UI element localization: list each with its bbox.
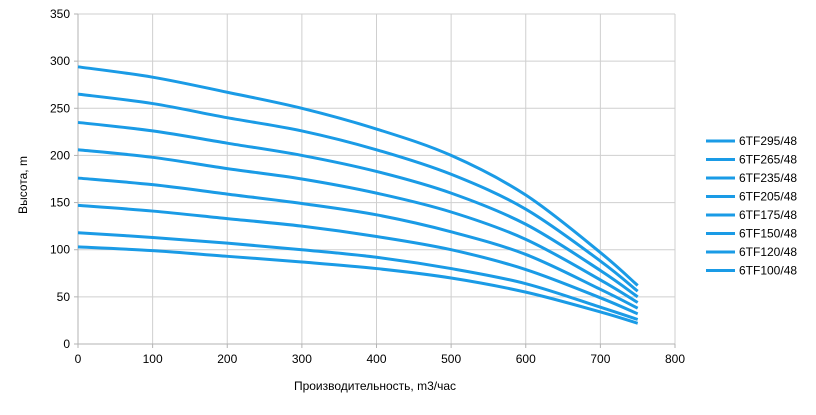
series-line-6tf150-48 xyxy=(77,203,639,316)
series-lines xyxy=(77,65,639,325)
x-axis-title: Производительность, m3/час xyxy=(294,379,456,393)
x-tick-label: 800 xyxy=(665,352,685,366)
x-tick-label: 500 xyxy=(441,352,461,366)
series-line-6tf175-48 xyxy=(77,176,639,310)
series-line-6tf295-48 xyxy=(77,65,639,287)
y-tick-label: 200 xyxy=(50,148,70,162)
legend-label: 6TF295/48 xyxy=(739,134,797,148)
legend: 6TF295/48 6TF265/48 6TF235/48 6TF205/48 6TF1… xyxy=(706,134,797,278)
x-tick-label: 400 xyxy=(366,352,386,366)
legend-item: 6TF295/48 xyxy=(706,134,797,148)
legend-item: 6TF100/48 xyxy=(706,264,797,278)
y-axis-title: Высота, m xyxy=(16,156,30,214)
legend-item: 6TF120/48 xyxy=(706,245,797,259)
legend-item: 6TF265/48 xyxy=(706,153,797,167)
legend-label: 6TF120/48 xyxy=(739,245,797,259)
grid xyxy=(78,13,676,344)
series-line-6tf235-48 xyxy=(77,120,639,299)
x-tick-label: 700 xyxy=(590,352,610,366)
y-tick-label: 250 xyxy=(50,101,70,115)
tick-labels: 0 100 200 300 400 500 600 700 800 0 50 100 150 200 250… xyxy=(50,7,685,366)
y-tick-label: 100 xyxy=(50,243,70,257)
legend-label: 6TF175/48 xyxy=(739,208,797,222)
y-tick-label: 50 xyxy=(57,290,71,304)
series-line-6tf120-48 xyxy=(77,231,639,321)
legend-item: 6TF150/48 xyxy=(706,227,797,241)
legend-label: 6TF235/48 xyxy=(739,171,797,185)
x-tick-label: 200 xyxy=(217,352,237,366)
x-tick-label: 600 xyxy=(516,352,536,366)
series-line-6tf205-48 xyxy=(77,148,639,304)
y-tick-label: 350 xyxy=(50,7,70,21)
legend-label: 6TF265/48 xyxy=(739,153,797,167)
legend-item: 6TF235/48 xyxy=(706,171,797,185)
legend-item: 6TF175/48 xyxy=(706,208,797,222)
legend-item: 6TF205/48 xyxy=(706,190,797,204)
series-line-6tf100-48 xyxy=(77,245,639,325)
y-tick-label: 0 xyxy=(63,337,70,351)
series-line-6tf265-48 xyxy=(77,92,639,293)
x-tick-label: 300 xyxy=(292,352,312,366)
axes xyxy=(74,13,676,348)
legend-label: 6TF205/48 xyxy=(739,190,797,204)
x-tick-label: 100 xyxy=(143,352,163,366)
y-tick-label: 300 xyxy=(50,54,70,68)
x-tick-label: 0 xyxy=(75,352,82,366)
legend-label: 6TF150/48 xyxy=(739,227,797,241)
legend-label: 6TF100/48 xyxy=(739,264,797,278)
y-tick-label: 150 xyxy=(50,196,70,210)
